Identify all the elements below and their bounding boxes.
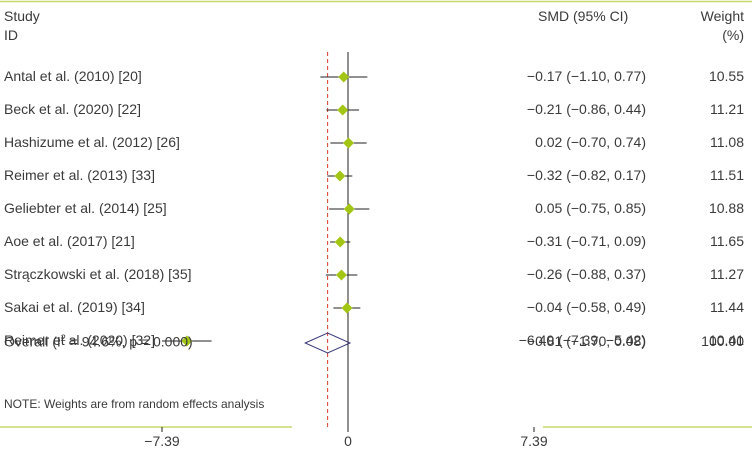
study-ci: 0.02 (−0.70, 0.74) (535, 134, 646, 150)
study-label: Hashizume et al. (2012) [26] (4, 134, 180, 150)
header-study-line2: ID (4, 27, 18, 43)
point-estimate-marker (338, 71, 350, 83)
x-tick-label: 0 (344, 433, 352, 449)
overall-weight: 100.00 (701, 333, 744, 349)
study-ci: −0.26 (−0.88, 0.37) (526, 266, 646, 282)
x-tick-label: 7.39 (520, 433, 548, 449)
point-estimate-marker (334, 236, 346, 248)
header-study-line1: Study (4, 8, 40, 24)
study-label: Strączkowski et al. (2018) [35] (4, 266, 192, 282)
study-weight: 11.27 (710, 266, 744, 282)
study-label: Aoe et al. (2017) [21] (4, 233, 135, 249)
x-tick-label: −7.39 (144, 433, 180, 449)
study-label: Sakai et al. (2019) [34] (4, 299, 145, 315)
study-ci: −6.40 (−7.39, −5.42) (518, 332, 646, 348)
overall-label: Overall (I2 = 94.6%, p = 0.000) (4, 333, 193, 350)
header-weight-line1: Weight (700, 8, 744, 24)
overall-diamond (303, 332, 352, 354)
point-estimate-marker (335, 269, 347, 281)
study-ci: −0.17 (−1.10, 0.77) (526, 68, 646, 84)
study-label: Reimer et al. (2013) [33] (4, 167, 155, 183)
overall-label-suffix: = 94.6%, p = 0.000) (65, 333, 193, 350)
header-study: Study ID (4, 7, 40, 45)
study-label: Reimer et al. (2020) [32] (4, 332, 155, 348)
note-text: NOTE: Weights are from random effects an… (4, 397, 265, 411)
overall-label-superscript: 2 (60, 333, 66, 343)
study-ci: −0.31 (−0.71, 0.09) (526, 233, 646, 249)
study-weight: 11.65 (710, 233, 744, 249)
study-ci: −0.04 (−0.58, 0.49) (526, 299, 646, 315)
study-label: Geliebter et al. (2014) [25] (4, 200, 167, 216)
point-estimate-marker (337, 104, 349, 116)
study-weight: 10.41 (708, 332, 744, 348)
overall-label-prefix: Overall (I (4, 333, 61, 350)
point-estimate-marker (334, 170, 346, 182)
study-weight: 11.21 (710, 101, 744, 117)
study-weight: 11.08 (710, 134, 744, 150)
study-weight: 11.44 (710, 299, 744, 315)
header-weight-line2: (%) (722, 27, 744, 43)
study-weight: 10.55 (708, 68, 744, 84)
header-weight: Weight (%) (701, 7, 744, 45)
point-estimate-marker (343, 203, 355, 215)
study-weight: 11.51 (710, 167, 744, 183)
study-weight: 10.88 (708, 200, 744, 216)
study-ci: −0.32 (−0.82, 0.17) (526, 167, 646, 183)
study-ci: 0.05 (−0.75, 0.85) (535, 200, 646, 216)
point-estimate-marker (181, 335, 193, 347)
point-estimate-marker (341, 302, 353, 314)
study-ci: −0.21 (−0.86, 0.44) (526, 101, 646, 117)
overall-ci: −0.81 (−1.70, 0.08) (526, 333, 646, 349)
header-smd: SMD (95% CI) (538, 8, 629, 24)
study-label: Beck et al. (2020) [22] (4, 101, 141, 117)
study-label: Antal et al. (2010) [20] (4, 68, 142, 84)
point-estimate-marker (343, 137, 355, 149)
